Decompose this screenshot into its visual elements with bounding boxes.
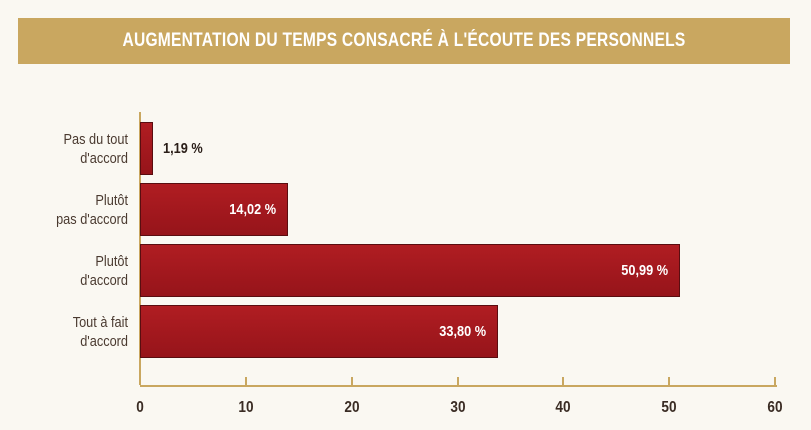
x-tick-label: 60 (767, 399, 783, 416)
x-axis-line (140, 385, 777, 387)
x-tick-label: 50 (661, 399, 677, 416)
x-tick (668, 377, 671, 385)
value-label: 33,80 % (438, 322, 486, 340)
x-tick (774, 377, 776, 385)
bar (140, 244, 680, 297)
x-tick (139, 377, 141, 385)
bar (140, 305, 498, 358)
x-tick (562, 377, 565, 385)
bar (140, 183, 289, 236)
bar (140, 122, 153, 175)
x-tick (350, 377, 353, 385)
x-tick (244, 377, 247, 385)
chart-title: AUGMENTATION DU TEMPS CONSACRÉ À L'ÉCOUT… (122, 30, 686, 51)
value-label: 1,19 % (162, 139, 203, 157)
title-banner: AUGMENTATION DU TEMPS CONSACRÉ À L'ÉCOUT… (18, 18, 790, 64)
category-label: Tout à fait d'accord (72, 313, 128, 350)
x-tick-label: 20 (344, 399, 360, 416)
x-tick-label: 10 (238, 399, 254, 416)
category-label: Plutôt d'accord (80, 252, 128, 289)
value-label: 50,99 % (620, 261, 668, 279)
x-tick-label: 40 (555, 399, 571, 416)
category-label: Pas du tout d'accord (63, 130, 128, 167)
x-tick (456, 377, 459, 385)
x-tick-label: 0 (136, 399, 144, 416)
category-label: Plutôt pas d'accord (56, 191, 128, 228)
value-label: 14,02 % (229, 200, 277, 218)
x-tick-label: 30 (449, 399, 466, 416)
